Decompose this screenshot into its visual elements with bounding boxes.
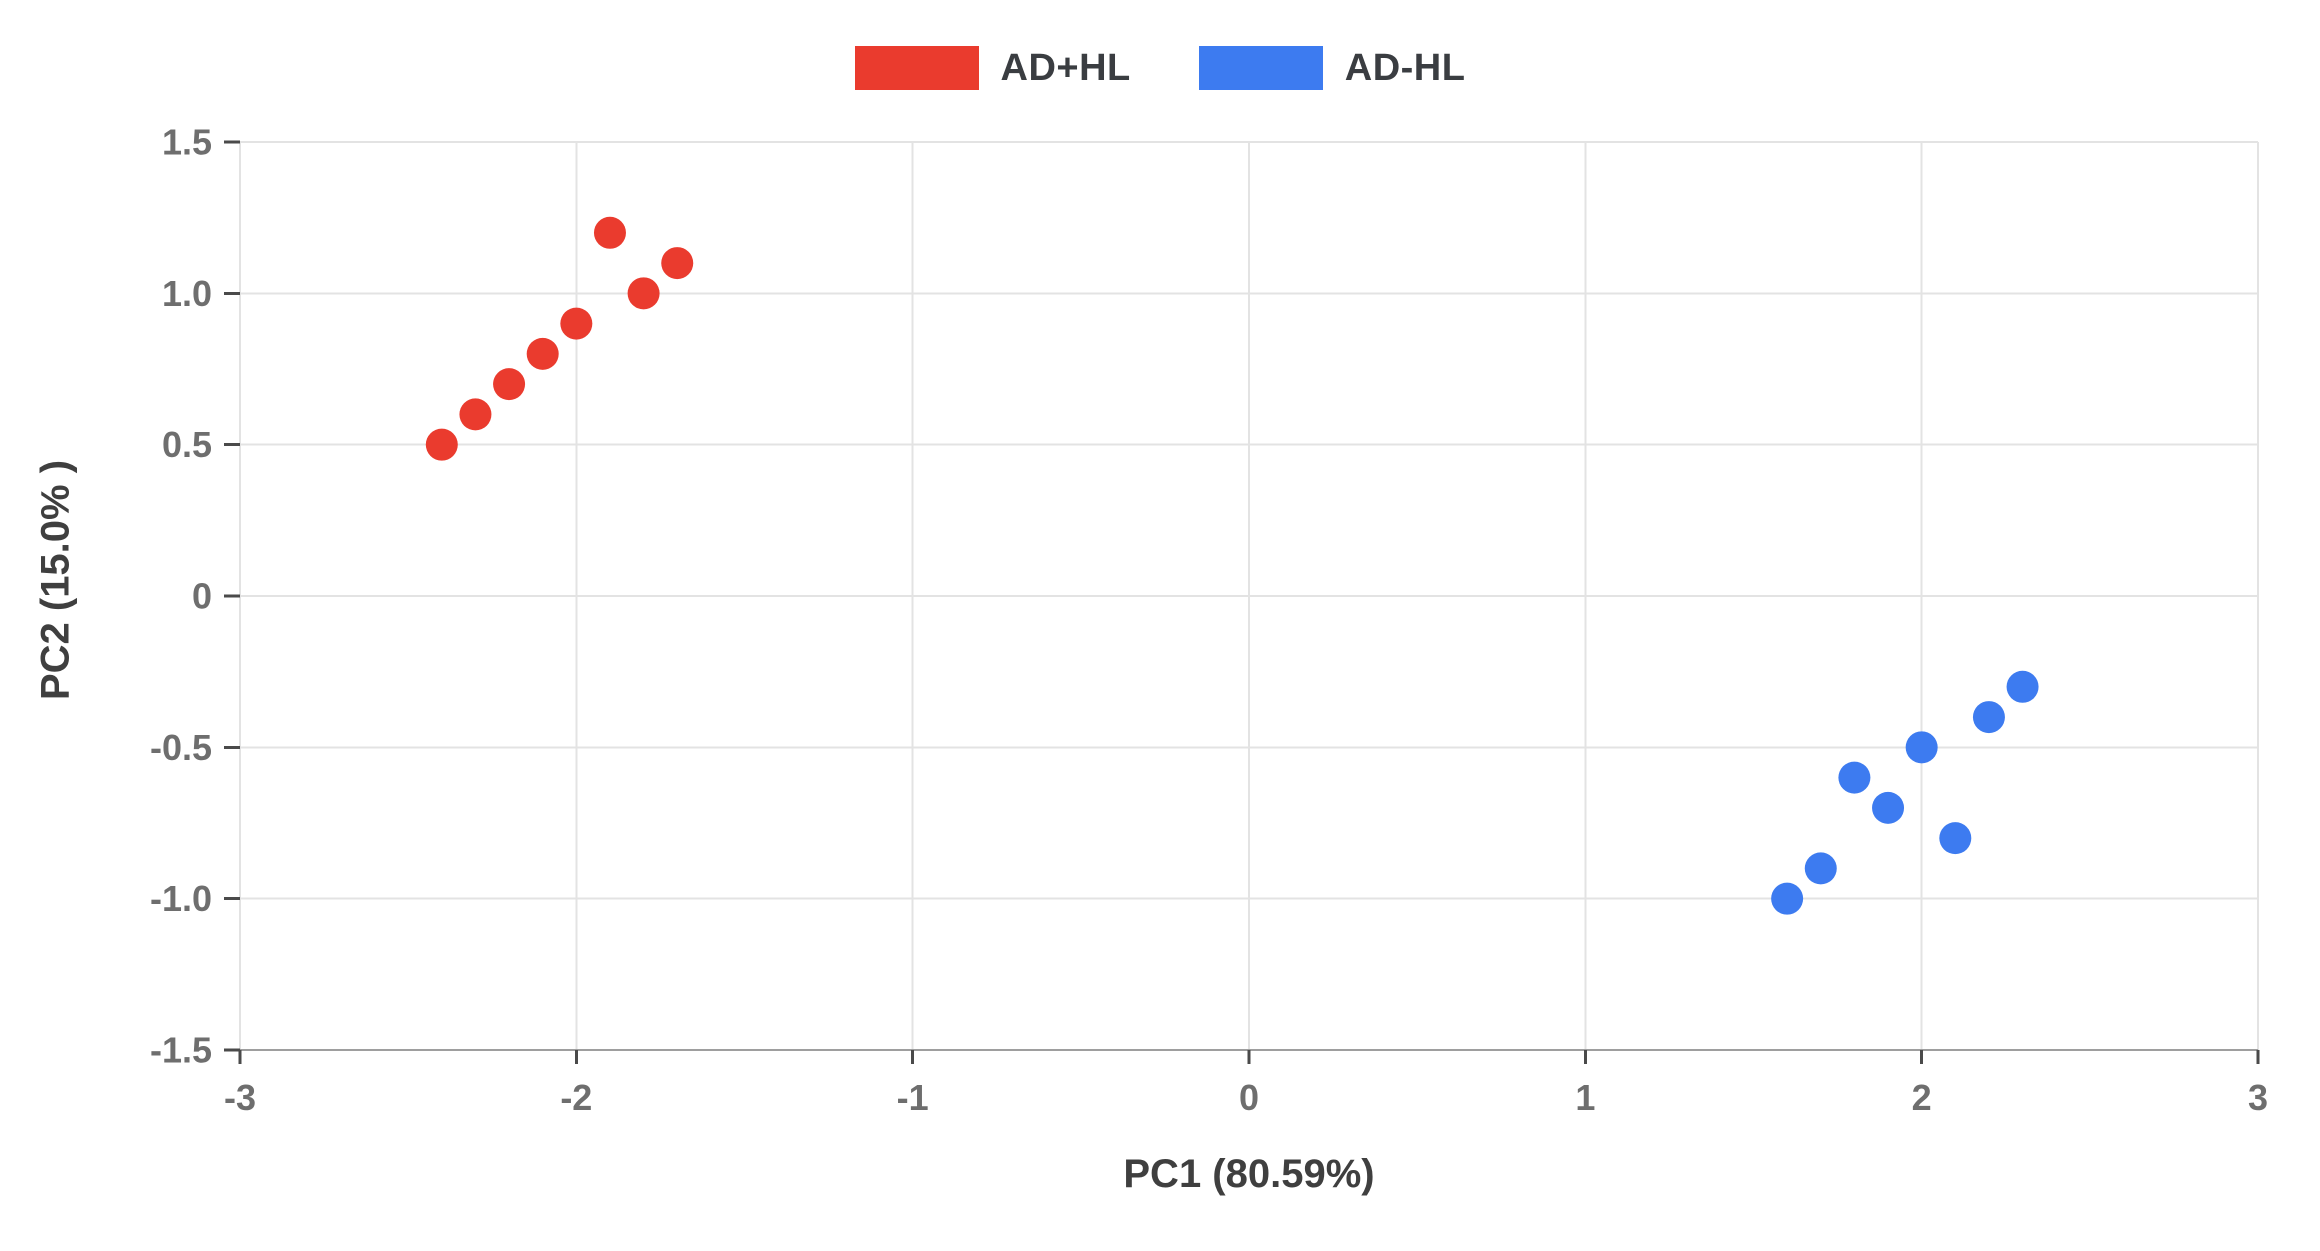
scatter-point-AD-HL (1939, 822, 1972, 855)
scatter-point-AD-HL (2006, 670, 2039, 703)
scatter-point-AD-HL (1838, 761, 1871, 794)
legend-swatch-ad-minus-hl (1198, 46, 1323, 90)
x-tick-label: -3 (224, 1077, 256, 1118)
scatter-point-AD+HL (560, 307, 593, 340)
scatter-point-AD+HL (593, 216, 626, 249)
scatter-point-AD-HL (1972, 701, 2005, 734)
x-tick-label: 2 (1912, 1077, 1932, 1118)
y-axis-title: PC2 (15.0% ) (33, 459, 78, 701)
scatter-point-AD-HL (1872, 791, 1905, 824)
legend-item-ad-minus-hl: AD-HL (1198, 46, 1466, 90)
legend-label-ad-minus-hl: AD-HL (1344, 46, 1466, 89)
legend-item-ad-plus-hl: AD+HL (854, 46, 1131, 90)
scatter-point-AD+HL (493, 368, 526, 401)
y-tick-label: -0.5 (150, 727, 212, 768)
x-tick-label: -1 (897, 1077, 929, 1118)
legend-label-ad-plus-hl: AD+HL (1000, 46, 1131, 89)
y-tick-label: -1.0 (150, 878, 212, 919)
x-tick-label: 1 (1575, 1077, 1595, 1118)
y-tick-label: 1.5 (162, 122, 212, 163)
scatter-point-AD+HL (459, 398, 492, 431)
x-tick-label: 3 (2248, 1077, 2268, 1118)
x-tick-label: 0 (1239, 1077, 1259, 1118)
scatter-point-AD-HL (1905, 731, 1938, 764)
y-tick-label: 0 (192, 576, 212, 617)
scatter-point-AD+HL (661, 247, 694, 280)
scatter-point-AD-HL (1804, 852, 1837, 885)
scatter-point-AD+HL (526, 337, 559, 370)
scatter-point-AD+HL (425, 428, 458, 461)
scatter-point-AD-HL (1771, 882, 1804, 915)
legend-swatch-ad-plus-hl (854, 46, 979, 90)
x-tick-label: -2 (560, 1077, 592, 1118)
chart-legend: AD+HL AD-HL (0, 46, 2320, 90)
y-tick-label: 1.0 (162, 273, 212, 314)
y-tick-label: -1.5 (150, 1030, 212, 1071)
scatter-point-AD+HL (627, 277, 660, 310)
x-axis-title: PC1 (80.59%) (1123, 1152, 1375, 1196)
y-tick-label: 0.5 (162, 424, 212, 465)
